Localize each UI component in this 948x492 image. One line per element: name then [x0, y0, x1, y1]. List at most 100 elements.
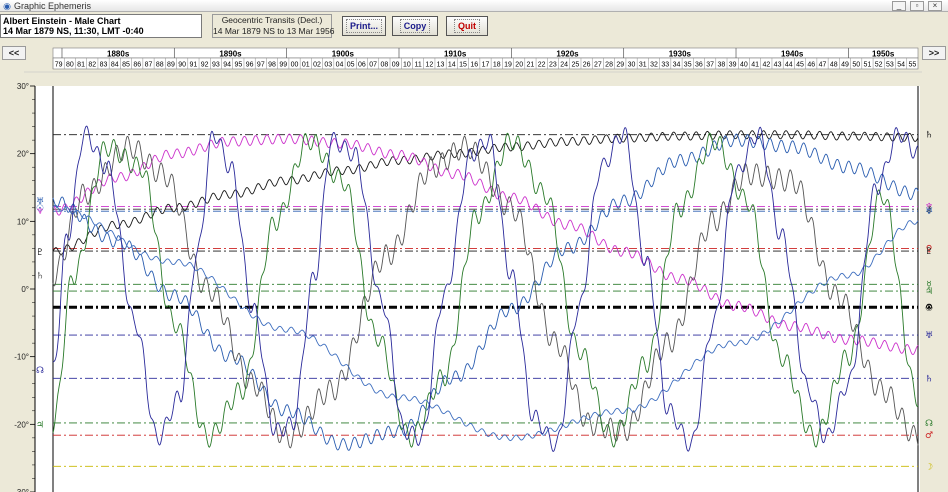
series-start-glyph: ♄ [36, 271, 44, 281]
ephemeris-chart: 79 80 81 82 83 84 85 86 87 88 89 90 91 92 93 94 95 96 97 98… [0, 46, 948, 492]
year-label: 06 [358, 62, 366, 69]
chart-birth-data: 14 Mar 1879 NS, 11:30, LMT -0:40 [3, 26, 144, 36]
year-label: 15 [459, 62, 467, 69]
year-label: 19 [504, 62, 512, 69]
natal-glyph: ☊ [925, 419, 933, 429]
natal-glyph: ⊗ [925, 303, 933, 313]
natal-glyph: ♂ [925, 431, 933, 441]
year-label: 50 [852, 62, 860, 69]
natal-glyph: ☽ [925, 462, 933, 472]
year-label: 08 [380, 62, 388, 69]
app-icon: ◉ [3, 1, 11, 11]
year-label: 22 [538, 62, 546, 69]
year-label: 85 [122, 62, 130, 69]
decade-label: 1900s [332, 50, 355, 59]
window-title: Graphic Ephemeris [14, 1, 92, 11]
year-label: 09 [392, 62, 400, 69]
year-label: 91 [190, 62, 198, 69]
year-label: 94 [223, 62, 231, 69]
print-button-label: Print... [345, 19, 382, 33]
year-label: 84 [111, 62, 119, 69]
year-label: 31 [639, 62, 647, 69]
year-label: 95 [234, 62, 242, 69]
year-label: 13 [437, 62, 445, 69]
year-label: 54 [897, 62, 905, 69]
year-label: 44 [785, 62, 793, 69]
year-label: 28 [605, 62, 613, 69]
y-tick-label: -30° [14, 488, 29, 492]
scroll-forward-button[interactable]: >> [922, 46, 946, 60]
year-label: 98 [268, 62, 276, 69]
natal-glyph: ♅ [925, 331, 933, 341]
year-label: 89 [167, 62, 175, 69]
year-label: 26 [583, 62, 591, 69]
y-tick-label: 10° [17, 217, 29, 226]
year-label: 37 [706, 62, 714, 69]
year-label: 27 [594, 62, 602, 69]
series-start-glyph: ♆ [36, 207, 44, 217]
year-label: 32 [650, 62, 658, 69]
natal-glyph: ♇ [925, 247, 933, 257]
year-label: 18 [493, 62, 501, 69]
year-label: 97 [257, 62, 265, 69]
decade-label: 1890s [219, 50, 242, 59]
chart-info-box: Albert Einstein - Male Chart 14 Mar 1879… [0, 14, 202, 38]
quit-button[interactable]: Quit [446, 16, 488, 36]
year-label: 33 [661, 62, 669, 69]
minimize-button[interactable]: _ [892, 1, 906, 11]
decade-label: 1910s [444, 50, 467, 59]
natal-glyph: ⚷ [926, 205, 933, 215]
year-label: 34 [673, 62, 681, 69]
year-label: 86 [133, 62, 141, 69]
year-label: 92 [201, 62, 209, 69]
title-bar: ◉ Graphic Ephemeris _ ▫ × [0, 0, 948, 12]
year-label: 79 [55, 62, 63, 69]
series-start-glyph: ♅ [36, 197, 44, 207]
year-label: 25 [571, 62, 579, 69]
right-glyph-column: ♄♆⚷♅♀♇☿♃⊗☉♅♄☊♂☽ [925, 131, 933, 473]
year-label: 53 [886, 62, 894, 69]
timeline-axis: 79 80 81 82 83 84 85 86 87 88 89 90 91 92 93 94 95 96 97 98… [24, 46, 922, 73]
year-label: 38 [718, 62, 726, 69]
year-label: 07 [369, 62, 377, 69]
year-label: 23 [549, 62, 557, 69]
year-label: 12 [425, 62, 433, 69]
transit-series: ♇ ♆♅ ♄ ♃ ☉ ☊ [36, 125, 919, 452]
year-label: 01 [302, 62, 310, 69]
natal-glyph: ♅ [925, 207, 933, 217]
decade-label: 1920s [556, 50, 579, 59]
year-label: 03 [324, 62, 332, 69]
close-button[interactable]: × [928, 1, 942, 11]
decade-label: 1930s [669, 50, 692, 59]
decade-label: 1950s [872, 50, 895, 59]
year-label: 40 [740, 62, 748, 69]
year-label: 05 [347, 62, 355, 69]
year-label: 16 [470, 62, 478, 69]
year-label: 82 [88, 62, 96, 69]
year-label: 90 [178, 62, 186, 69]
year-label: 36 [695, 62, 703, 69]
year-label: 52 [875, 62, 883, 69]
y-axis: 30° 20° 10° 0° -10° -20° -30° [14, 82, 919, 492]
scroll-back-button[interactable]: << [2, 46, 26, 60]
print-button[interactable]: Print... [342, 16, 386, 36]
year-label: 99 [279, 62, 287, 69]
plot-area [35, 86, 920, 492]
year-label: 24 [560, 62, 568, 69]
year-label: 48 [830, 62, 838, 69]
decade-label: 1880s [107, 50, 130, 59]
y-tick-label: 30° [17, 82, 29, 91]
natal-glyph: ♆ [925, 202, 933, 212]
natal-glyph: ♀ [926, 244, 933, 254]
year-label: 11 [414, 62, 421, 69]
series-start-glyph: ♃ [36, 420, 44, 430]
year-label: 29 [616, 62, 624, 69]
year-label: 83 [100, 62, 108, 69]
year-label: 30 [628, 62, 636, 69]
copy-button[interactable]: Copy [392, 16, 438, 36]
year-label: 43 [774, 62, 782, 69]
series-jupiter [52, 132, 919, 448]
y-tick-label: -20° [14, 420, 29, 429]
maximize-button[interactable]: ▫ [910, 1, 924, 11]
natal-glyph: ☉ [925, 304, 933, 314]
